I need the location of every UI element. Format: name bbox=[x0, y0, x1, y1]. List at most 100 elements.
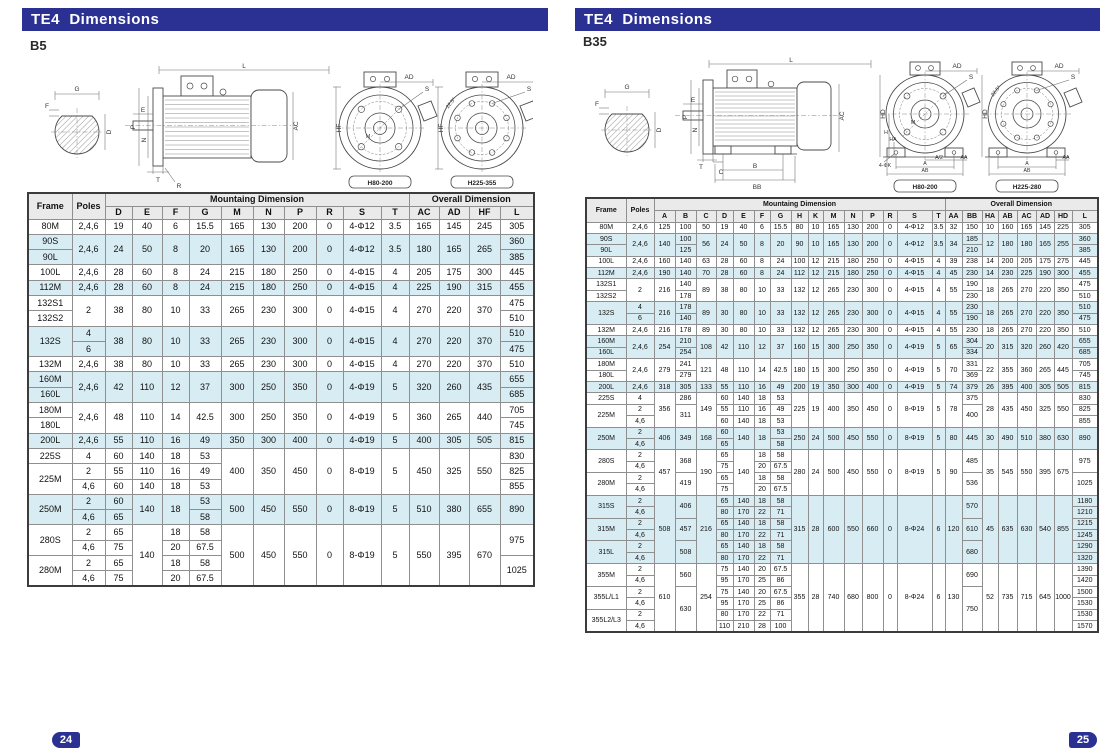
cell: 331 bbox=[961, 358, 983, 371]
cell: 22 bbox=[753, 608, 771, 622]
cell: 705 bbox=[499, 402, 535, 419]
cell: 121 bbox=[695, 358, 717, 382]
cell: 2 bbox=[71, 294, 106, 327]
cell: 510 bbox=[499, 310, 535, 327]
cell: 200 bbox=[283, 233, 317, 266]
cell: 90 bbox=[944, 449, 963, 496]
dim-label-ad: AD bbox=[952, 63, 961, 70]
cell: 65 bbox=[104, 555, 133, 572]
cell: 4,6 bbox=[625, 506, 655, 519]
cell: 19 bbox=[807, 392, 824, 428]
dim-label-f: F bbox=[45, 103, 49, 110]
cell: 4-Φ15 bbox=[342, 356, 382, 373]
cell: 4-Φ12 bbox=[896, 221, 933, 234]
cell: 855 bbox=[1053, 494, 1073, 565]
cell: 4 bbox=[71, 447, 106, 465]
cell: 4-Φ15 bbox=[896, 301, 933, 326]
cell: 4-Φ19 bbox=[896, 380, 933, 394]
table-row: 280S 2 457 368 190 65 140 18 58 280 24 500 450 550 0 8-… bbox=[585, 449, 1099, 496]
cell: 1000 bbox=[1053, 563, 1073, 633]
cell: 241 bbox=[674, 358, 697, 371]
cell: 8 bbox=[161, 264, 190, 281]
cell: 48 bbox=[715, 358, 734, 382]
cell: 4,6 bbox=[625, 597, 655, 610]
cell: 279 bbox=[653, 358, 676, 382]
cell: 350 bbox=[861, 335, 884, 360]
cell: 220 bbox=[1035, 301, 1055, 326]
cell: 110 bbox=[131, 402, 163, 434]
cell: 225 bbox=[408, 279, 440, 296]
cell: 24 bbox=[715, 232, 734, 257]
cell: 510 bbox=[1071, 323, 1099, 337]
cell: 22 bbox=[981, 358, 999, 382]
table-row: 180M 2,4,6 48 110 14 42.5 300 250 350 0 4-Φ19 5 360 2… bbox=[27, 402, 535, 434]
cell: 18 bbox=[753, 472, 771, 485]
cell: 170 bbox=[732, 608, 755, 622]
column-header: L bbox=[1071, 209, 1099, 223]
cell: 100 bbox=[674, 232, 697, 246]
cell: 0 bbox=[882, 358, 898, 382]
cell: 18 bbox=[753, 392, 771, 405]
cell: 280S bbox=[27, 524, 73, 557]
cell: 132S bbox=[585, 301, 627, 326]
cell: 230 bbox=[843, 301, 863, 326]
cell: 15 bbox=[807, 335, 824, 360]
cell: 8 bbox=[753, 267, 771, 280]
cell: 350 bbox=[1053, 278, 1073, 303]
cell: 4,6 bbox=[625, 620, 655, 633]
cell: 37 bbox=[769, 335, 792, 360]
dim-label-a2: A/2 bbox=[935, 155, 943, 161]
shaft-section-drawing: G F D bbox=[45, 86, 113, 158]
cell: 0 bbox=[882, 221, 898, 234]
cell: 4,6 bbox=[71, 478, 106, 495]
cell: 65 bbox=[944, 335, 963, 360]
cell: 260 bbox=[1035, 335, 1055, 360]
table-row: 355L/L1 2 630 75 140 20 67.5 750 1500 bbox=[585, 585, 1099, 633]
cell: 280M bbox=[585, 472, 627, 496]
cell: 40 bbox=[131, 218, 163, 235]
b5-dimension-drawing: G F D L E P N AC T R bbox=[45, 63, 533, 190]
cell: 825 bbox=[1071, 403, 1099, 417]
cell: 18 bbox=[981, 278, 999, 303]
cell: 160M bbox=[585, 335, 627, 348]
cell: 265 bbox=[468, 233, 501, 266]
cell: 140 bbox=[674, 255, 697, 269]
cell: 140 bbox=[732, 392, 755, 405]
cell: 2,4,6 bbox=[71, 264, 106, 281]
cell: 100 bbox=[769, 620, 792, 633]
cell: 16 bbox=[161, 432, 190, 449]
cell: 165 bbox=[220, 233, 254, 266]
table-row: 132S2 178 230 510 bbox=[585, 289, 1099, 303]
cell: 10 bbox=[161, 325, 190, 358]
cell: 95 bbox=[715, 574, 734, 588]
table-row: 200L 2,4,6 318 305 133 55 110 16 49 200 19 350 300 40… bbox=[585, 380, 1099, 394]
cell: 220 bbox=[1035, 278, 1055, 303]
cell: 325 bbox=[1035, 392, 1055, 428]
cell: 250 bbox=[252, 402, 285, 434]
cell: 112 bbox=[790, 267, 809, 280]
table-row: 225S 4 356 286 149 60 140 18 53 225 19 400 350 450 0 8-… bbox=[585, 392, 1099, 428]
cell: 3.5 bbox=[380, 218, 410, 235]
table-row: 132S1 2 216 140 89 38 80 10 33 132 12 265 230 300 0 4-Φ… bbox=[585, 278, 1099, 303]
cell: 80 bbox=[944, 426, 963, 451]
table-row: 112M 2,4,6 28 60 8 24 215 180 250 0 4-Φ15 4 225 190 31… bbox=[27, 279, 535, 296]
cell: 4 bbox=[931, 323, 946, 337]
cell: 2 bbox=[625, 585, 655, 599]
cell: 3.5 bbox=[380, 233, 410, 266]
flange-front-view-large-frames: AD S HF 22.5° H225-355 bbox=[435, 71, 533, 189]
cell: 536 bbox=[961, 472, 983, 496]
cell: 78 bbox=[944, 392, 963, 428]
dim-label-hd: HD bbox=[880, 109, 887, 119]
column-header: R bbox=[882, 209, 898, 223]
table-row: 4,6 95 170 25 86 1530 bbox=[586, 597, 1099, 610]
cell: 20 bbox=[753, 563, 771, 576]
cell: 80 bbox=[715, 551, 734, 565]
cell: 80 bbox=[131, 294, 163, 327]
cell: 305 bbox=[1035, 380, 1055, 394]
cell: 300 bbox=[861, 323, 884, 337]
cell: 100L bbox=[27, 264, 73, 281]
cell: 50 bbox=[131, 233, 163, 266]
cell: 14 bbox=[981, 255, 999, 269]
cell: 975 bbox=[499, 524, 535, 557]
cell: 110 bbox=[732, 403, 755, 417]
